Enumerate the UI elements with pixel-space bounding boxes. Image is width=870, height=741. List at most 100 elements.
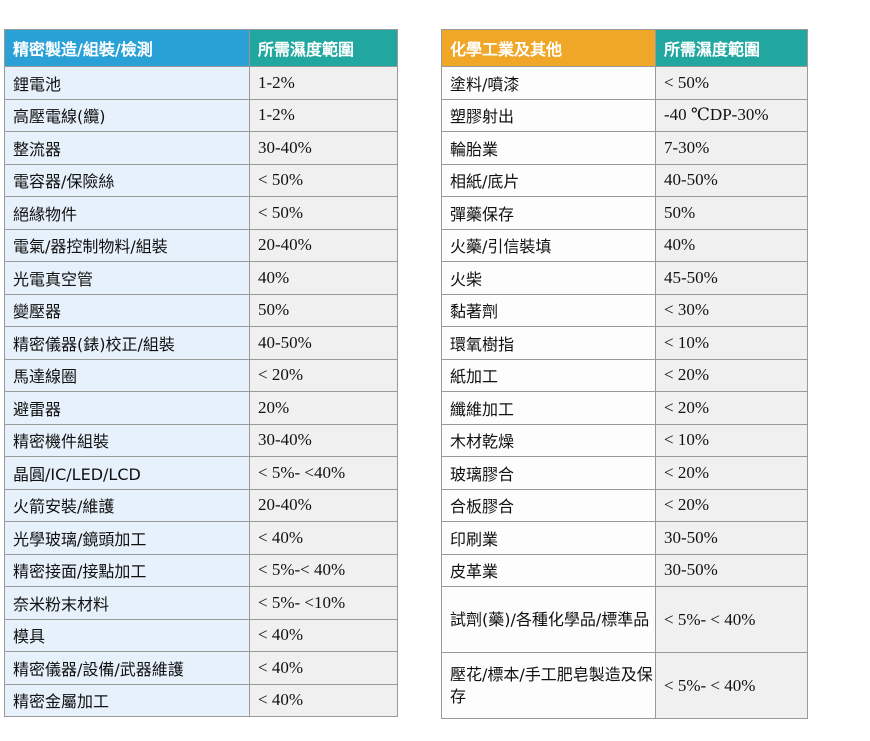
humidity-range-cell: 40% <box>249 261 398 295</box>
category-cell: 高壓電線(纜) <box>4 98 250 132</box>
table-row: 火柴 45-50% <box>441 261 808 295</box>
table-row: 紙加工 < 20% <box>441 358 808 392</box>
table-row: 彈藥保存 50% <box>441 196 808 230</box>
table-row: 纖維加工 < 20% <box>441 391 808 425</box>
table-row: 火藥/引信裝填 40% <box>441 228 808 262</box>
category-cell: 彈藥保存 <box>441 196 656 230</box>
table-row: 試劑(藥)/各種化學品/標準品 < 5%- < 40% <box>441 586 808 653</box>
table-header-row: 精密製造/組裝/檢測 所需濕度範圍 <box>4 29 398 67</box>
category-cell: 絕緣物件 <box>4 196 250 230</box>
humidity-range-cell: 1-2% <box>249 66 398 100</box>
humidity-range-cell: < 5%-< 40% <box>249 553 398 587</box>
humidity-range-cell: < 20% <box>655 358 808 392</box>
table-row: 精密機件組裝 30-40% <box>4 423 398 457</box>
category-cell: 模具 <box>4 618 250 652</box>
table-row: 精密接面/接點加工 < 5%-< 40% <box>4 553 398 587</box>
humidity-range-cell: 45-50% <box>655 261 808 295</box>
category-cell: 晶圓/IC/LED/LCD <box>4 456 250 490</box>
table-row: 模具 < 40% <box>4 618 398 652</box>
category-cell: 精密機件組裝 <box>4 423 250 457</box>
table-row: 塑膠射出 -40 ℃DP-30% <box>441 98 808 132</box>
table-row: 晶圓/IC/LED/LCD < 5%- <40% <box>4 456 398 490</box>
humidity-range-cell: 20-40% <box>249 488 398 522</box>
table-row: 環氧樹指 < 10% <box>441 326 808 360</box>
category-cell: 精密接面/接點加工 <box>4 553 250 587</box>
humidity-range-cell: < 50% <box>249 163 398 197</box>
category-cell: 皮革業 <box>441 553 656 587</box>
table-row: 電容器/保險絲 < 50% <box>4 163 398 197</box>
category-cell: 避雷器 <box>4 391 250 425</box>
table-row: 相紙/底片 40-50% <box>441 163 808 197</box>
humidity-range-cell: 30-40% <box>249 423 398 457</box>
table-row: 精密儀器(錶)校正/組裝 40-50% <box>4 326 398 360</box>
table-row: 壓花/標本/手工肥皂製造及保存 < 5%- < 40% <box>441 652 808 719</box>
table-row: 木材乾燥 < 10% <box>441 423 808 457</box>
humidity-range-cell: < 20% <box>249 358 398 392</box>
table-row: 精密金屬加工 < 40% <box>4 683 398 717</box>
humidity-range-cell: < 10% <box>655 326 808 360</box>
humidity-range-cell: 1-2% <box>249 98 398 132</box>
category-cell: 環氧樹指 <box>441 326 656 360</box>
humidity-range-cell: < 40% <box>249 521 398 555</box>
category-cell: 精密儀器(錶)校正/組裝 <box>4 326 250 360</box>
category-cell: 紙加工 <box>441 358 656 392</box>
humidity-range-cell: < 20% <box>655 456 808 490</box>
category-cell: 火藥/引信裝填 <box>441 228 656 262</box>
category-cell: 塑膠射出 <box>441 98 656 132</box>
column-header-humidity: 所需濕度範圍 <box>249 29 398 67</box>
humidity-range-cell: < 40% <box>249 618 398 652</box>
category-cell: 精密儀器/設備/武器維護 <box>4 651 250 685</box>
category-cell: 試劑(藥)/各種化學品/標準品 <box>441 586 656 653</box>
column-header-category: 精密製造/組裝/檢測 <box>4 29 250 67</box>
table-row: 皮革業 30-50% <box>441 553 808 587</box>
category-cell: 電容器/保險絲 <box>4 163 250 197</box>
table-row: 鋰電池 1-2% <box>4 66 398 100</box>
table-row: 精密儀器/設備/武器維護 < 40% <box>4 651 398 685</box>
table-row: 印刷業 30-50% <box>441 521 808 555</box>
category-cell: 合板膠合 <box>441 488 656 522</box>
humidity-range-cell: < 5%- <40% <box>249 456 398 490</box>
category-cell: 光學玻璃/鏡頭加工 <box>4 521 250 555</box>
humidity-range-cell: < 20% <box>655 391 808 425</box>
humidity-range-cell: 50% <box>655 196 808 230</box>
category-cell: 火箭安裝/維護 <box>4 488 250 522</box>
humidity-range-cell: < 20% <box>655 488 808 522</box>
table-row: 合板膠合 < 20% <box>441 488 808 522</box>
humidity-range-cell: < 40% <box>249 651 398 685</box>
humidity-range-cell: 30-50% <box>655 521 808 555</box>
category-cell: 木材乾燥 <box>441 423 656 457</box>
humidity-range-cell: < 50% <box>249 196 398 230</box>
category-cell: 光電真空管 <box>4 261 250 295</box>
humidity-range-cell: < 10% <box>655 423 808 457</box>
column-header-humidity: 所需濕度範圍 <box>655 29 808 67</box>
precision-manufacturing-humidity-table: 精密製造/組裝/檢測 所需濕度範圍 鋰電池 1-2% 高壓電線(纜) 1-2% 整流器 3… <box>4 29 398 717</box>
category-cell: 印刷業 <box>441 521 656 555</box>
table-row: 避雷器 20% <box>4 391 398 425</box>
humidity-range-cell: 40% <box>655 228 808 262</box>
category-cell: 精密金屬加工 <box>4 683 250 717</box>
category-cell: 塗料/噴漆 <box>441 66 656 100</box>
category-cell: 壓花/標本/手工肥皂製造及保存 <box>441 652 656 719</box>
category-cell: 馬達線圈 <box>4 358 250 392</box>
category-cell: 電氣/器控制物料/組裝 <box>4 228 250 262</box>
category-cell: 火柴 <box>441 261 656 295</box>
table-row: 高壓電線(纜) 1-2% <box>4 98 398 132</box>
humidity-range-cell: 20% <box>249 391 398 425</box>
category-cell: 玻璃膠合 <box>441 456 656 490</box>
category-cell: 變壓器 <box>4 293 250 327</box>
humidity-range-cell: 50% <box>249 293 398 327</box>
category-cell: 鋰電池 <box>4 66 250 100</box>
humidity-range-cell: < 30% <box>655 293 808 327</box>
humidity-range-cell: -40 ℃DP-30% <box>655 98 808 132</box>
table-row: 黏著劑 < 30% <box>441 293 808 327</box>
table-row: 光學玻璃/鏡頭加工 < 40% <box>4 521 398 555</box>
table-row: 馬達線圈 < 20% <box>4 358 398 392</box>
humidity-range-cell: 40-50% <box>249 326 398 360</box>
humidity-range-cell: < 50% <box>655 66 808 100</box>
humidity-range-cell: 7-30% <box>655 131 808 165</box>
table-row: 玻璃膠合 < 20% <box>441 456 808 490</box>
category-cell: 纖維加工 <box>441 391 656 425</box>
humidity-range-cell: 30-50% <box>655 553 808 587</box>
humidity-range-cell: 30-40% <box>249 131 398 165</box>
table-row: 絕緣物件 < 50% <box>4 196 398 230</box>
